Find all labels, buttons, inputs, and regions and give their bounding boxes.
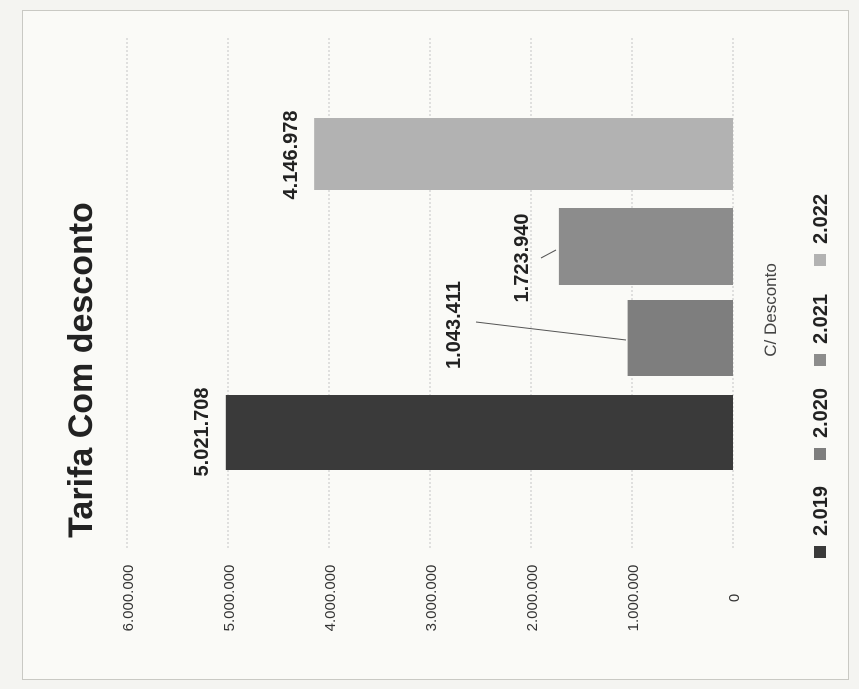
legend-label: 2.021 [810, 294, 832, 344]
bar-2.019 [225, 395, 733, 470]
tick-label: 6.000.000 [120, 565, 137, 632]
chart-title: Tarifa Com desconto [62, 202, 100, 538]
legend-label: 2.020 [810, 388, 832, 438]
value-axis-ticks: 0 1.000.000 2.000.000 3.000.000 4.000.000 5.0… [120, 565, 743, 632]
data-label: 4.146.978 [280, 111, 302, 200]
data-label: 1.043.411 [443, 281, 465, 369]
tick-label: 5.000.000 [221, 565, 238, 632]
legend-swatch [814, 354, 826, 366]
tick-label: 1.000.000 [625, 565, 642, 632]
legend-swatch [814, 254, 826, 266]
tick-label: 0 [726, 594, 743, 602]
bar-2.020 [627, 300, 733, 376]
legend-label: 2.022 [810, 194, 832, 244]
leader-line [540, 249, 557, 259]
category-axis-title: C/ Desconto [761, 263, 780, 357]
legend-label: 2.019 [810, 486, 832, 536]
legend: 2.019 2.020 2.021 2.022 [810, 194, 832, 558]
legend-swatch [814, 448, 826, 460]
data-label: 1.723.940 [511, 214, 533, 303]
bar-2.021 [558, 208, 733, 285]
legend-swatch [814, 546, 826, 558]
leader-lines [475, 249, 627, 341]
gridlines [126, 38, 734, 548]
tick-label: 4.000.000 [322, 565, 339, 632]
data-label: 5.021.708 [191, 388, 213, 477]
tick-label: 2.000.000 [524, 565, 541, 632]
bar-2.022 [314, 118, 733, 190]
data-labels: 5.021.708 1.043.411 1.723.940 4.146.978 [191, 111, 533, 477]
bars [225, 118, 733, 470]
tick-label: 3.000.000 [423, 565, 440, 632]
leader-line [475, 321, 627, 341]
